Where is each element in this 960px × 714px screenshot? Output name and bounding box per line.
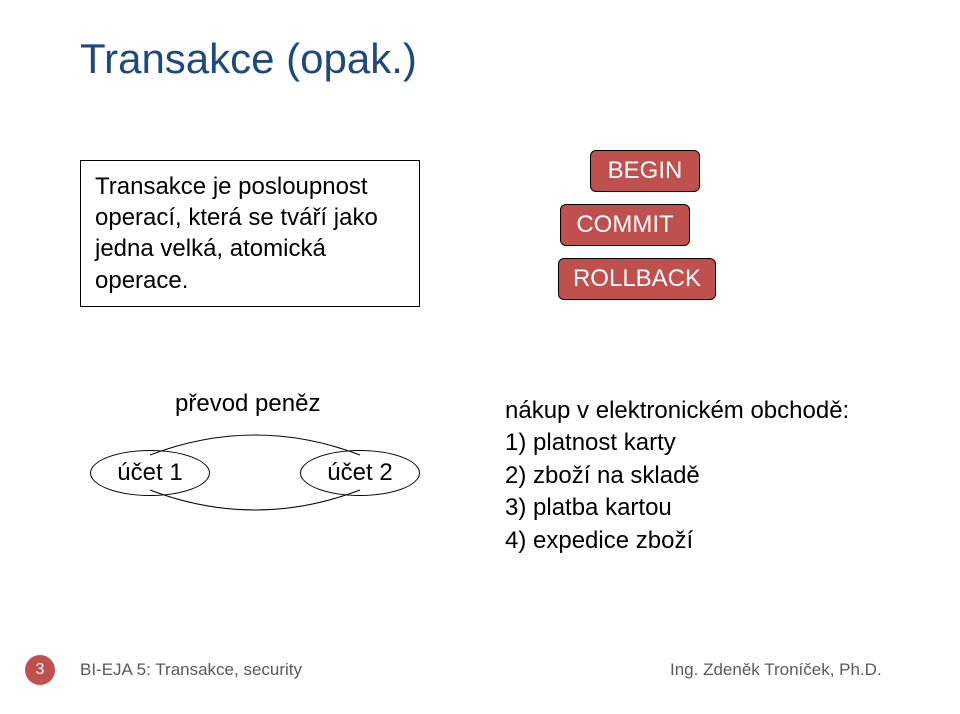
transfer-curves (0, 0, 960, 714)
footer-right-text: Ing. Zdeněk Troníček, Ph.D. (670, 660, 882, 680)
command-commit: COMMIT (560, 204, 690, 246)
command-begin: BEGIN (590, 150, 700, 192)
definition-box: Transakce je posloupnostoperací, která s… (80, 160, 420, 307)
slide: { "title": "Transakce (opak.)", "definit… (0, 0, 960, 714)
shopping-line: nákup v elektronickém obchodě: (505, 395, 849, 427)
account-2-node: účet 2 (300, 450, 420, 496)
account-1-node: účet 1 (90, 450, 210, 496)
definition-line: Transakce je posloupnost (95, 171, 405, 202)
shopping-line: 1) platnost karty (505, 427, 849, 459)
command-rollback: ROLLBACK (558, 258, 716, 300)
shopping-line: 4) expedice zboží (505, 525, 849, 557)
footer-left-text: BI-EJA 5: Transakce, security (80, 660, 302, 680)
slide-title: Transakce (opak.) (80, 35, 417, 83)
page-number-badge: 3 (25, 655, 55, 685)
definition-line: jedna velká, atomická operace. (95, 233, 405, 295)
transfer-label: převod peněz (175, 390, 320, 418)
shopping-line: 3) platba kartou (505, 492, 849, 524)
account-1-label: účet 1 (117, 459, 182, 487)
definition-line: operací, která se tváří jako (95, 202, 405, 233)
shopping-list: nákup v elektronickém obchodě:1) platnos… (505, 395, 849, 557)
account-2-label: účet 2 (327, 459, 392, 487)
shopping-line: 2) zboží na skladě (505, 460, 849, 492)
